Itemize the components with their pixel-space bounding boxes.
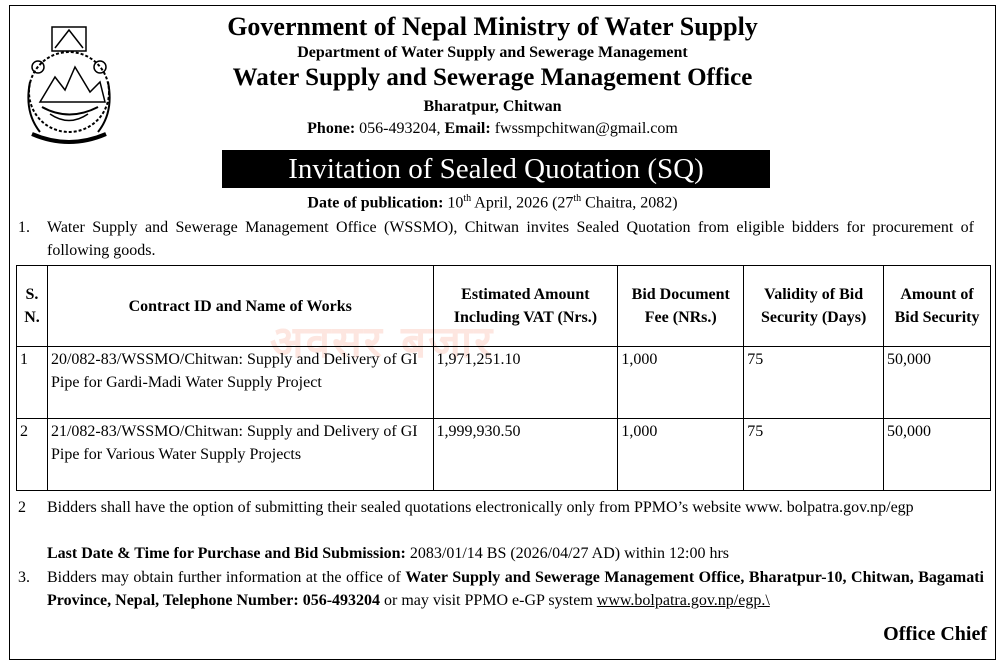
item-3-text: Bidders may obtain further information a… [47, 569, 984, 609]
egp-link[interactable]: www.bolpatra.gov.np/egp.\ [596, 592, 770, 609]
deadline-label: Last Date & Time for Purchase and Bid Su… [47, 545, 406, 562]
signature-office-chief: Office Chief [883, 623, 987, 645]
cell-validity: 75 [743, 346, 885, 419]
col-validity: Validity of Bid Security (Days) [743, 265, 885, 347]
item-2-text: Bidders shall have the option of submitt… [47, 499, 914, 516]
col-contract: Contract ID and Name of Works [46, 265, 434, 347]
cell-sn: 2 [16, 418, 48, 491]
office-title: Water Supply and Sewerage Management Off… [232, 64, 753, 91]
col-bid-fee: Bid Document Fee (NRs.) [617, 265, 745, 347]
publication-date: Date of publication: 10th April, 2026 (2… [307, 193, 678, 212]
cell-contract: 21/082-83/WSSMO/Chitwan: Supply and Deli… [46, 418, 434, 491]
phone-number: 056-493204, [355, 120, 445, 137]
col-bid-security: Amount of Bid Security [883, 265, 991, 347]
cell-estimated-amount: 1,999,930.50 [432, 418, 619, 491]
cell-bid-security: 50,000 [883, 346, 991, 419]
table-row: 2 21/082-83/WSSMO/Chitwan: Supply and De… [16, 418, 991, 491]
col-estimated-amount: Estimated Amount Including VAT (Nrs.) [432, 265, 619, 347]
cell-bid-fee: 1,000 [617, 346, 745, 419]
publication-label: Date of publication: [307, 194, 444, 212]
email-label: Email: [444, 120, 491, 137]
nepal-government-emblem-icon [27, 26, 111, 144]
item-3-number: 3. [18, 569, 30, 586]
deadline-value: 2083/01/14 BS (2026/04/27 AD) within 12:… [405, 545, 729, 562]
contact-line: Phone: 056-493204, Email: fwssmpchitwan@… [0, 120, 995, 138]
office-location: Bharatpur, Chitwan [423, 98, 562, 115]
quotation-table: S. N. Contract ID and Name of Works Esti… [16, 265, 991, 491]
table-row: 1 20/082-83/WSSMO/Chitwan: Supply and De… [16, 346, 991, 419]
notice-frame [9, 5, 996, 660]
ministry-title: Government of Nepal Ministry of Water Su… [227, 12, 758, 41]
cell-estimated-amount: 1,971,251.10 [432, 346, 619, 419]
phone-label: Phone: [307, 120, 356, 137]
cell-contract: 20/082-83/WSSMO/Chitwan: Supply and Deli… [46, 346, 434, 419]
item-1-number: 1. [18, 219, 30, 236]
cell-validity: 75 [743, 418, 885, 491]
col-sn: S. N. [16, 265, 48, 347]
item-2-number: 2 [18, 499, 26, 516]
deadline-line: Last Date & Time for Purchase and Bid Su… [47, 542, 984, 565]
table-header-row: S. N. Contract ID and Name of Works Esti… [16, 265, 991, 347]
department-title: Department of Water Supply and Sewerage … [297, 44, 688, 61]
item-1-text: Water Supply and Sewerage Management Off… [47, 219, 974, 259]
cell-sn: 1 [16, 346, 48, 419]
sq-banner: Invitation of Sealed Quotation (SQ) [222, 150, 770, 188]
cell-bid-security: 50,000 [883, 418, 991, 491]
cell-bid-fee: 1,000 [617, 418, 745, 491]
email-address: fwssmpchitwan@gmail.com [490, 120, 678, 137]
